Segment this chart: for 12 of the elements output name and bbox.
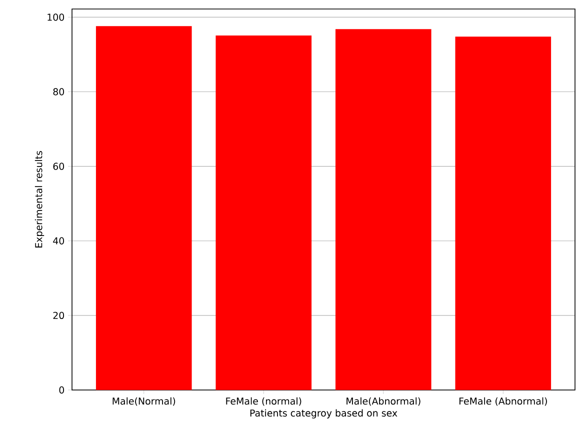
y-tick-label: 60 bbox=[53, 162, 64, 170]
y-tick-label: 20 bbox=[53, 312, 64, 320]
x-tick-label: Male(Normal) bbox=[112, 397, 176, 406]
y-tick-label: 100 bbox=[48, 14, 64, 21]
y-tick-label: 0 bbox=[59, 386, 64, 394]
y-axis-title: Experimental results bbox=[34, 151, 44, 248]
y-tick-label: 80 bbox=[53, 88, 64, 96]
x-tick-label: Male(Abnormal) bbox=[346, 397, 420, 406]
x-tick-label: FeMale (normal) bbox=[226, 397, 302, 406]
x-tick-label: FeMale (Abnormal) bbox=[459, 397, 547, 406]
x-axis-title: Patients categroy based on sex bbox=[250, 409, 398, 418]
y-tick-label: 40 bbox=[53, 237, 64, 244]
